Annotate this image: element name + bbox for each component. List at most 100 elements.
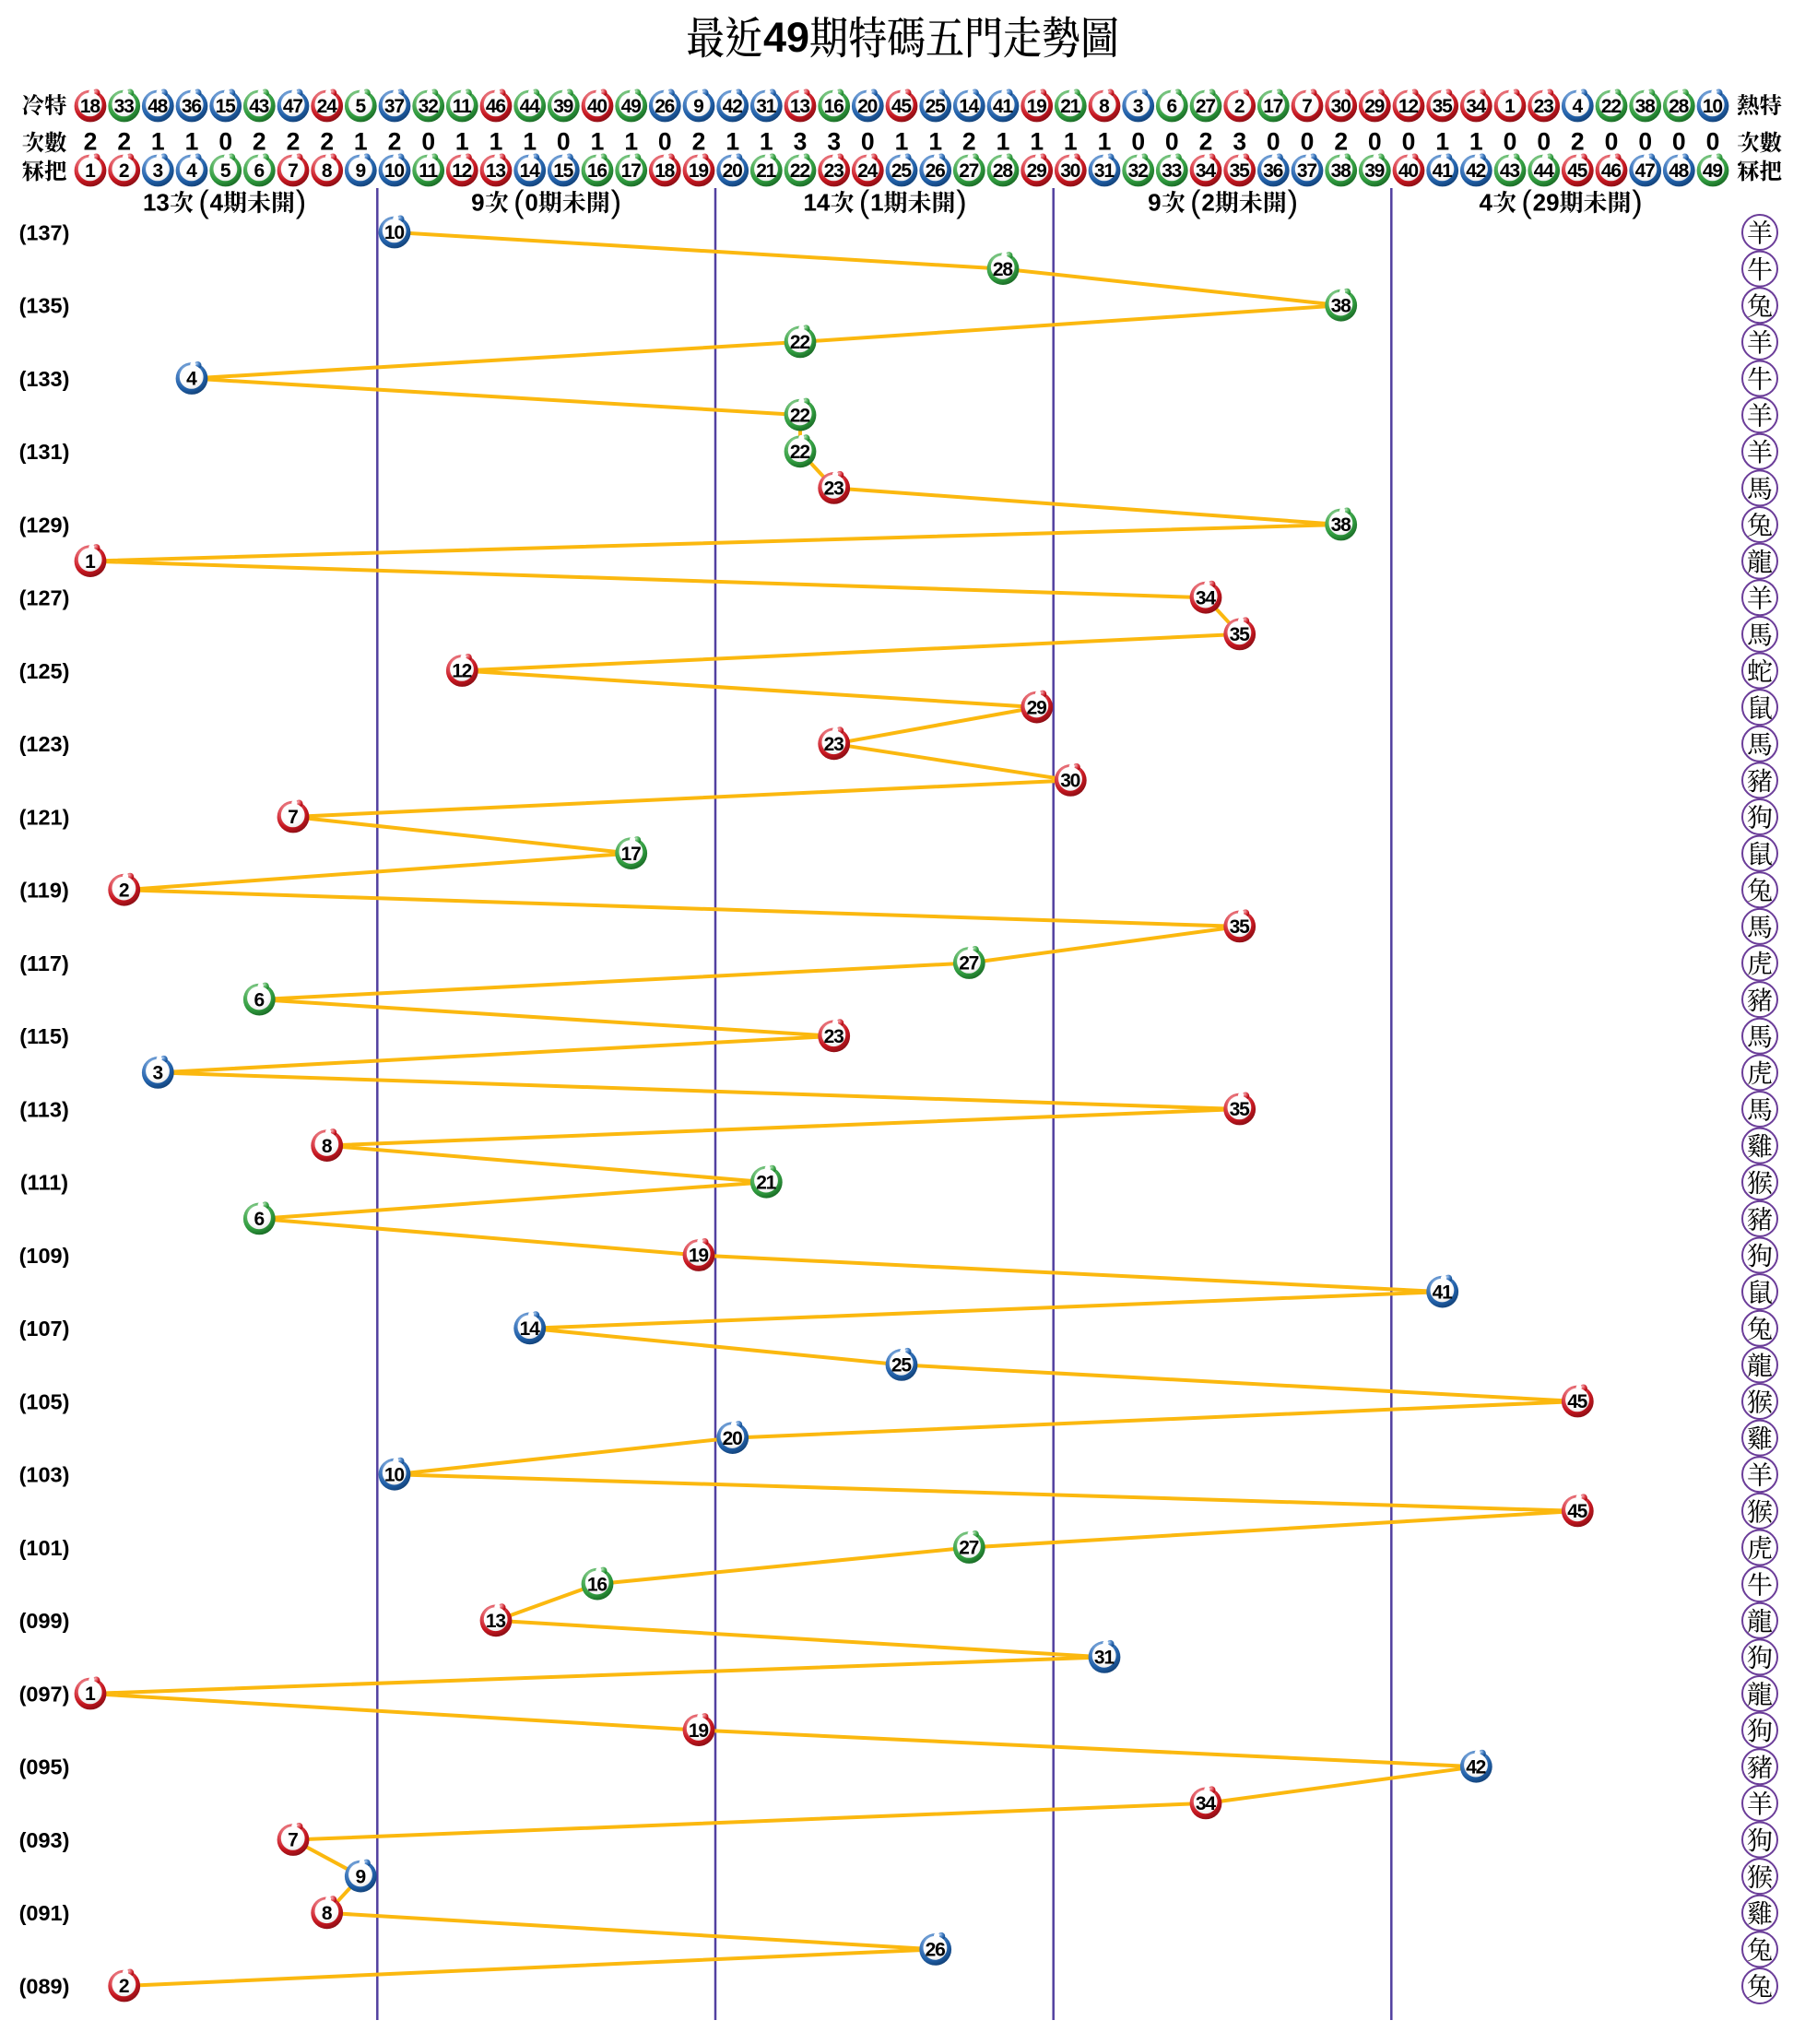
- svg-text:0: 0: [525, 189, 537, 217]
- svg-text:23: 23: [824, 160, 844, 182]
- svg-text:19: 19: [1027, 96, 1046, 117]
- svg-text:(125): (125): [19, 659, 70, 683]
- svg-text:15: 15: [553, 160, 573, 182]
- svg-text:45: 45: [1567, 1501, 1587, 1522]
- svg-text:22: 22: [790, 160, 809, 182]
- svg-text:0: 0: [1301, 128, 1315, 156]
- svg-text:0: 0: [1504, 128, 1517, 156]
- svg-text:33: 33: [114, 96, 134, 117]
- svg-text:13: 13: [143, 189, 170, 217]
- svg-text:1: 1: [151, 128, 165, 156]
- svg-text:0: 0: [218, 128, 232, 156]
- svg-text:8: 8: [322, 1136, 333, 1157]
- svg-text:37: 37: [1297, 160, 1316, 182]
- svg-text:18: 18: [80, 96, 100, 117]
- svg-text:48: 48: [1669, 160, 1689, 182]
- svg-text:1: 1: [354, 128, 368, 156]
- svg-text:40: 40: [1398, 160, 1418, 182]
- svg-text:16: 16: [587, 1574, 607, 1595]
- svg-text:0: 0: [861, 128, 875, 156]
- svg-text:27: 27: [959, 1538, 978, 1559]
- svg-text:2: 2: [84, 128, 98, 156]
- svg-text:6: 6: [254, 160, 265, 182]
- svg-text:44: 44: [1534, 160, 1554, 182]
- svg-text:(113): (113): [19, 1097, 69, 1121]
- svg-text:1: 1: [85, 551, 96, 573]
- svg-text:14: 14: [803, 189, 830, 217]
- svg-text:41: 41: [1433, 160, 1453, 182]
- svg-text:42: 42: [1466, 160, 1485, 182]
- svg-text:31: 31: [1094, 160, 1115, 182]
- svg-text:14: 14: [520, 160, 540, 182]
- svg-text:47: 47: [1635, 160, 1655, 182]
- svg-text:25: 25: [891, 160, 912, 182]
- svg-text:39: 39: [1364, 160, 1384, 182]
- svg-text:0: 0: [1368, 128, 1382, 156]
- svg-text:2: 2: [119, 160, 130, 182]
- svg-text:26: 26: [655, 96, 674, 117]
- svg-text:36: 36: [1263, 160, 1282, 182]
- svg-text:33: 33: [1162, 160, 1181, 182]
- svg-text:(129): (129): [19, 513, 70, 537]
- svg-text:40: 40: [587, 96, 607, 117]
- svg-text:17: 17: [621, 844, 641, 865]
- svg-text:2: 2: [1334, 128, 1348, 156]
- svg-text:1: 1: [895, 128, 909, 156]
- svg-text:14: 14: [520, 1318, 540, 1340]
- svg-text:4: 4: [186, 369, 197, 390]
- svg-text:6: 6: [254, 989, 265, 1010]
- svg-text:(117): (117): [19, 951, 69, 975]
- svg-text:19: 19: [689, 1720, 708, 1742]
- svg-text:0: 0: [1131, 128, 1145, 156]
- svg-text:(107): (107): [19, 1317, 70, 1341]
- svg-text:1: 1: [1098, 128, 1112, 156]
- svg-text:28: 28: [993, 259, 1013, 280]
- svg-text:1: 1: [1435, 128, 1449, 156]
- svg-text:): ): [611, 184, 621, 219]
- svg-text:41: 41: [1433, 1282, 1453, 1303]
- svg-text:11: 11: [419, 160, 438, 182]
- svg-text:2: 2: [287, 128, 301, 156]
- svg-text:(137): (137): [19, 220, 70, 244]
- svg-text:1: 1: [1064, 128, 1078, 156]
- svg-text:1: 1: [85, 160, 96, 182]
- svg-text:(101): (101): [19, 1536, 70, 1560]
- svg-text:45: 45: [891, 96, 912, 117]
- svg-text:(095): (095): [19, 1755, 70, 1779]
- svg-text:(111): (111): [20, 1171, 68, 1195]
- svg-text:38: 38: [1331, 514, 1351, 536]
- svg-text:12: 12: [452, 661, 471, 682]
- svg-text:3: 3: [152, 160, 163, 182]
- svg-text:10: 10: [384, 160, 404, 182]
- svg-text:(: (: [513, 184, 525, 219]
- svg-text:(091): (091): [19, 1901, 70, 1925]
- svg-text:11: 11: [453, 96, 472, 117]
- svg-text:1: 1: [490, 128, 503, 156]
- svg-text:(: (: [198, 184, 209, 219]
- svg-text:2: 2: [119, 880, 130, 902]
- svg-text:23: 23: [824, 479, 844, 500]
- svg-text:20: 20: [723, 160, 742, 182]
- svg-text:(133): (133): [19, 367, 70, 391]
- svg-text:32: 32: [419, 96, 438, 117]
- svg-text:2: 2: [1571, 128, 1585, 156]
- svg-text:29: 29: [1364, 96, 1384, 117]
- svg-text:(119): (119): [19, 879, 69, 903]
- svg-text:39: 39: [553, 96, 572, 117]
- svg-text:38: 38: [1331, 160, 1351, 182]
- svg-text:37: 37: [384, 96, 404, 117]
- svg-text:35: 35: [1230, 624, 1250, 645]
- svg-text:29: 29: [1027, 160, 1046, 182]
- svg-text:1: 1: [997, 128, 1010, 156]
- svg-text:17: 17: [621, 160, 641, 182]
- svg-text:4: 4: [210, 189, 224, 217]
- svg-text:45: 45: [1567, 1391, 1587, 1412]
- svg-text:21: 21: [756, 160, 776, 182]
- svg-text:49: 49: [763, 14, 809, 61]
- svg-text:13: 13: [486, 1611, 505, 1632]
- svg-text:8: 8: [322, 1903, 333, 1924]
- svg-text:7: 7: [288, 160, 299, 182]
- svg-text:0: 0: [1638, 128, 1652, 156]
- svg-text:23: 23: [1534, 96, 1553, 117]
- svg-text:1: 1: [624, 128, 638, 156]
